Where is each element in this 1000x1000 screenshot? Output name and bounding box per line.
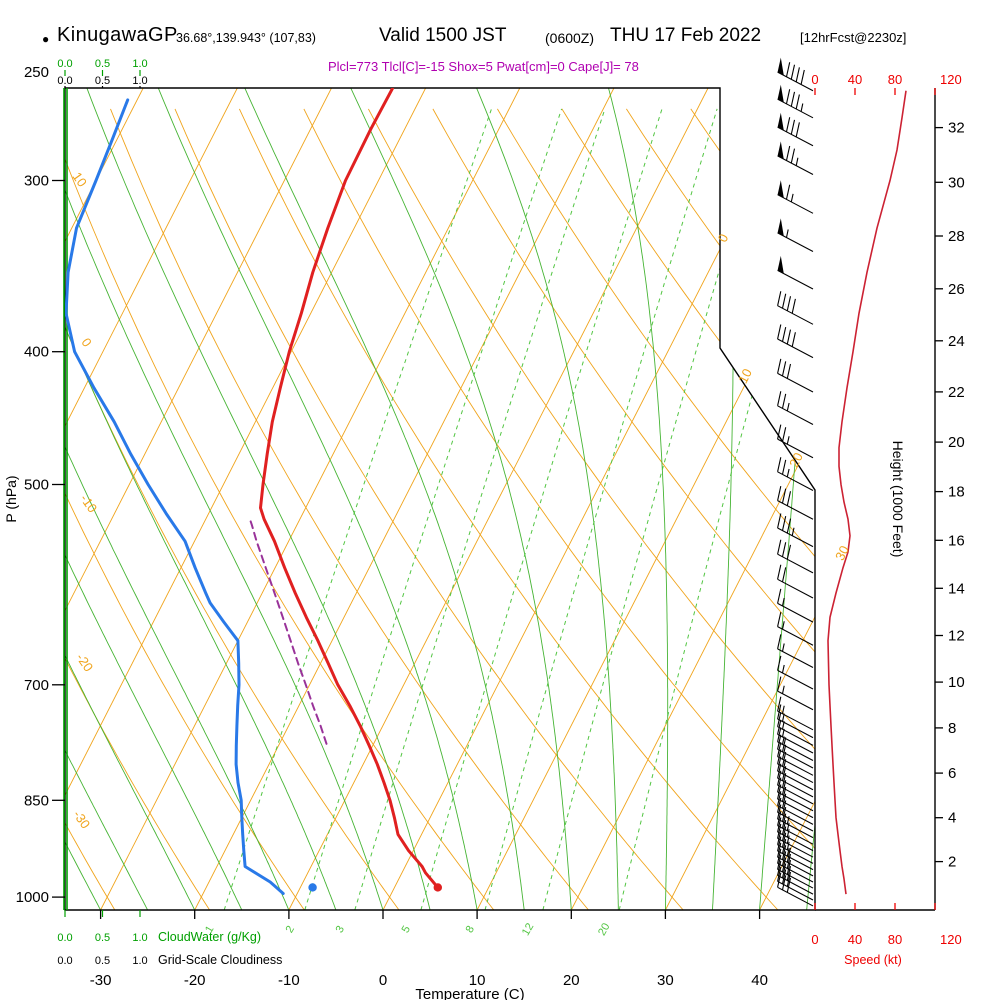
mixing-ratio-label: 3	[334, 924, 347, 935]
temp-tick-label: 10	[469, 972, 486, 989]
mixing-ratio-label: 8	[464, 924, 477, 935]
speed-tick-label: 0	[811, 932, 818, 947]
valid-date: THU 17 Feb 2022	[610, 25, 762, 46]
speed-tick-label: 120	[940, 932, 962, 947]
mixing-ratio-label: 5	[400, 924, 413, 935]
plot-border	[64, 87, 816, 911]
cloudwater-scale-label: 1.0	[132, 932, 147, 944]
height-tick-label: 10	[948, 674, 965, 691]
surface-dewpoint-dot	[308, 883, 317, 892]
speed-axis-title: Speed (kt)	[844, 953, 902, 967]
cloud-scales: 0.0 0.0 0.0 0.0 0.5 0.5 0.5 0.5 1.0 1.0 1.0 1.0 Clou…	[57, 58, 282, 967]
temp-tick-label: 20	[563, 972, 580, 989]
pressure-axis-title: P (hPa)	[3, 475, 19, 522]
height-tick-label: 8	[948, 720, 956, 737]
cloudiness-scale-label: 0.5	[95, 75, 110, 87]
temp-tick-label: -10	[278, 972, 300, 989]
station-bullet-icon: ●	[42, 32, 50, 46]
cloudiness-scale-label: 1.0	[132, 955, 147, 967]
forecast-tag: [12hrFcst@2230z]	[800, 30, 907, 45]
isotherm-lines	[65, 88, 815, 910]
dry-adiabat-lines	[65, 108, 815, 910]
speed-tick-label: 80	[888, 932, 902, 947]
cloudiness-scale-label: 0.0	[57, 75, 72, 87]
temp-tick-label: 0	[379, 972, 387, 989]
mixing-ratio-label: 2	[284, 924, 297, 935]
dry-adiabat-label: 10	[69, 169, 90, 189]
cloudwater-scale-label: 0.0	[57, 58, 72, 70]
station-name: KinugawaGP	[57, 24, 178, 46]
cloud-profile-lines	[63, 88, 68, 910]
dry-adiabat-label: -20	[73, 650, 96, 674]
pressure-tick-label: 500	[24, 477, 49, 494]
valid-time: Valid 1500 JST	[379, 25, 507, 46]
cloudwater-scale-label: 1.0	[132, 58, 147, 70]
cloudiness-axis-label: Grid-Scale Cloudiness	[158, 953, 282, 967]
height-tick-label: 24	[948, 333, 965, 350]
wind-barbs	[777, 57, 814, 907]
height-tick-label: 2	[948, 854, 956, 871]
speed-tick-label: 120	[940, 72, 962, 87]
mixing-ratio-label: 1	[203, 924, 216, 935]
height-tick-label: 14	[948, 580, 965, 597]
parcel-path-line	[248, 516, 328, 745]
height-tick-label: 30	[948, 174, 965, 191]
wind-speed-curve	[827, 90, 907, 895]
temperature-axis-title: Temperature (C)	[415, 986, 524, 1000]
height-tick-label: 4	[948, 810, 956, 827]
pressure-tick-label: 1000	[16, 889, 49, 906]
cloudiness-scale-label: 0.5	[95, 955, 110, 967]
mixing-ratio-label: 20	[596, 921, 613, 938]
pressure-tick-label: 250	[24, 64, 49, 81]
cloudwater-scale-label: 0.5	[95, 58, 110, 70]
cloudiness-scale-label: 0.0	[57, 955, 72, 967]
height-tick-label: 28	[948, 228, 965, 245]
pressure-tick-label: 700	[24, 677, 49, 694]
valid-time-utc: (0600Z)	[545, 30, 595, 46]
temp-tick-label: -20	[184, 972, 206, 989]
cloudwater-axis-label: CloudWater (g/Kg)	[158, 930, 261, 944]
pressure-tick-label: 300	[24, 173, 49, 190]
speed-tick-label: 40	[848, 72, 862, 87]
speed-tick-label: 80	[888, 72, 902, 87]
temp-tick-label: -30	[90, 972, 112, 989]
station-coords: 36.68°,139.943° (107,83)	[176, 31, 316, 45]
height-tick-label: 32	[948, 120, 965, 137]
mixing-ratio-label: 12	[520, 921, 537, 938]
isotherm-label: 10	[735, 366, 755, 386]
height-tick-label: 12	[948, 628, 965, 645]
surface-temp-dot	[433, 883, 442, 892]
height-tick-label: 16	[948, 532, 965, 549]
temp-tick-label: 40	[751, 972, 768, 989]
pressure-tick-label: 850	[24, 792, 49, 809]
cloudwater-scale-label: 0.5	[95, 932, 110, 944]
height-tick-label: 20	[948, 434, 965, 451]
dry-adiabat-label: 0	[78, 335, 94, 350]
height-axis-title: Height (1000 Feet)	[890, 441, 906, 558]
stability-indices: Plcl=773 Tlcl[C]=-15 Shox=5 Pwat[cm]=0 C…	[328, 59, 639, 74]
speed-tick-label: 0	[811, 72, 818, 87]
pressure-tick-label: 400	[24, 344, 49, 361]
isotherm-label: 30	[832, 543, 852, 563]
height-tick-label: 18	[948, 484, 965, 501]
temperature-curve	[259, 88, 440, 889]
dewpoint-curve	[65, 98, 285, 895]
height-tick-label: 6	[948, 765, 956, 782]
cloudwater-scale-label: 0.0	[57, 932, 72, 944]
height-tick-label: 26	[948, 281, 965, 298]
temp-tick-label: 30	[657, 972, 674, 989]
dry-adiabat-label: -30	[70, 807, 93, 831]
cloudiness-scale-label: 1.0	[132, 75, 147, 87]
speed-tick-label: 40	[848, 932, 862, 947]
height-tick-label: 22	[948, 384, 965, 401]
dry-adiabat-label: -10	[77, 491, 100, 515]
isotherm-label: 20	[786, 450, 806, 470]
